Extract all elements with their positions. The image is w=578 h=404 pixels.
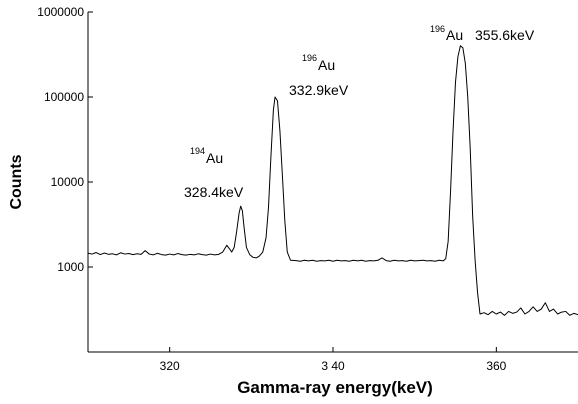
spectrum-line	[87, 45, 578, 316]
y-tick-label: 1000	[57, 260, 84, 274]
peak-label-196au-a-element: Au	[318, 57, 335, 73]
y-tick-label: 10000	[51, 175, 85, 189]
peak-label-196au-b-element: Au	[446, 27, 463, 43]
peak-label-196au-a-energy: 332.9keV	[289, 82, 349, 98]
y-tick-label: 1000000	[37, 5, 84, 19]
peak-label-194au-element: Au	[206, 150, 223, 166]
peak-label-194au-energy: 328.4keV	[184, 184, 244, 200]
peak-label-194au-superscript: 194	[190, 146, 205, 156]
ticks: 320 3 40 360 1000 10000 100000 1000000	[37, 5, 506, 373]
peak-label-196au-a-superscript: 196	[302, 53, 317, 63]
y-axis-title: Counts	[8, 154, 25, 209]
x-axis-title: Gamma-ray energy(keV)	[237, 378, 433, 397]
y-tick-label: 100000	[44, 90, 84, 104]
peak-annotations: 194 Au 328.4keV 196 Au 332.9keV 196 Au 3…	[184, 24, 535, 200]
series	[87, 45, 578, 316]
x-tick-label: 3 40	[321, 359, 345, 373]
peak-label-196au-b-energy: 355.6keV	[475, 27, 535, 43]
x-tick-label: 320	[160, 359, 180, 373]
peak-label-196au-b-superscript: 196	[430, 24, 445, 34]
x-tick-label: 360	[486, 359, 506, 373]
